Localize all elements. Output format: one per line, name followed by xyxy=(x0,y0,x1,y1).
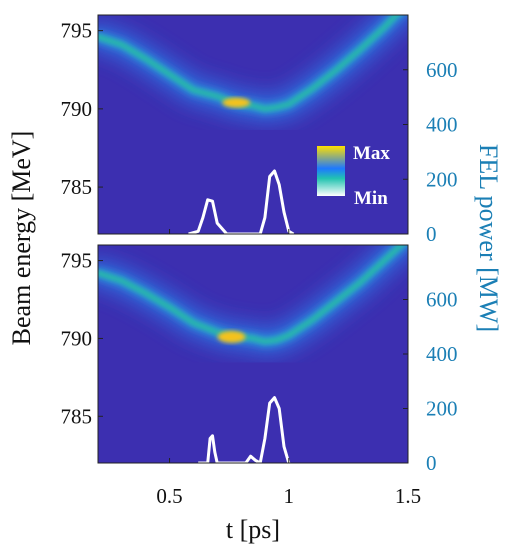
x-tick-label: 0.5 xyxy=(156,484,182,508)
top-panel: Max Min xyxy=(97,14,409,235)
y-tick-label: 795 xyxy=(61,19,93,43)
y2-tick-label: 0 xyxy=(426,222,437,246)
bottom-bright-spot xyxy=(217,330,246,343)
y-tick-label: 790 xyxy=(61,326,93,350)
y2-tick-label: 200 xyxy=(426,397,458,421)
colorbar-min-label: Min xyxy=(354,188,388,209)
x-axis-label: t [ps] xyxy=(226,515,280,544)
y2-tick-label: 400 xyxy=(426,113,458,137)
colorbar-max-label: Max xyxy=(353,143,390,164)
top-energy-ridge-core xyxy=(98,15,401,112)
colorbar xyxy=(317,146,345,196)
y2-tick-label: 600 xyxy=(426,288,458,312)
y-axis-label: Beam energy [MeV] xyxy=(7,131,36,346)
y-tick-label: 790 xyxy=(61,97,93,121)
bottom-energy-ridge-core xyxy=(98,245,405,345)
y-tick-label: 785 xyxy=(61,175,93,199)
top-bright-spot xyxy=(222,97,251,108)
top-power-curve xyxy=(188,169,295,234)
y-tick-label: 795 xyxy=(61,249,93,273)
y-tick-label: 785 xyxy=(61,404,93,428)
x-tick-label: 1.5 xyxy=(395,484,421,508)
y2-axis-label: FEL power [MW] xyxy=(474,144,503,332)
x-tick-label: 1 xyxy=(284,484,295,508)
bottom-power-curve xyxy=(198,396,291,463)
y2-tick-label: 600 xyxy=(426,58,458,82)
y2-tick-label: 400 xyxy=(426,342,458,366)
y2-tick-label: 200 xyxy=(426,167,458,191)
axis-ticks: 785 790 795 0 200 400 600 785 790 795 0 200 400 600 0.… xyxy=(61,19,458,508)
y2-tick-label: 0 xyxy=(426,451,437,475)
bottom-panel xyxy=(97,244,409,464)
